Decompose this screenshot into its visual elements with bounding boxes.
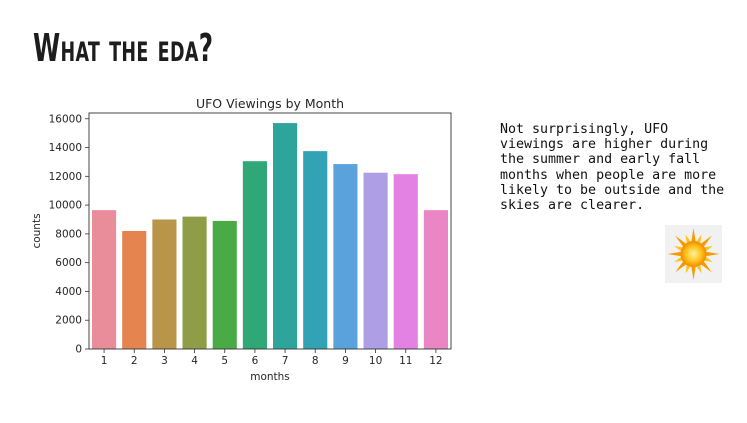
bar-month-6 [242,161,267,349]
x-tick-label: 2 [131,355,138,367]
x-tick-label: 8 [312,355,319,367]
chart-title: UFO Viewings by Month [196,96,344,111]
bar-month-3 [152,219,177,349]
plot-frame [88,112,452,350]
y-axis-label: counts [31,213,43,248]
y-tick-label: 16000 [49,113,82,125]
x-tick-label: 12 [429,355,442,367]
x-tick-label: 5 [221,355,228,367]
x-tick-label: 1 [101,355,108,367]
y-tick-label: 2000 [55,315,82,327]
x-tick-label: 7 [282,355,289,367]
y-tick-label: 0 [75,344,82,356]
bar-month-11 [393,174,418,349]
sun-icon [665,225,722,283]
y-tick-label: 10000 [49,200,82,212]
y-tick-label: 12000 [49,171,82,183]
x-tick-label: 4 [191,355,198,367]
bar-month-7 [273,123,298,349]
x-tick-label: 11 [399,355,412,367]
slide-note: Not surprisingly, UFO viewings are highe… [500,122,725,214]
y-tick-label: 6000 [55,257,82,269]
x-tick-label: 9 [342,355,349,367]
x-axis-label: months [250,371,290,383]
x-tick-label: 3 [161,355,168,367]
bar-month-2 [122,231,147,349]
bar-month-1 [92,210,117,349]
bar-month-8 [303,151,328,349]
slide-title: What the eda? [33,26,214,70]
bar-month-4 [182,216,207,349]
bar-month-10 [363,172,388,349]
y-tick-label: 8000 [55,228,82,240]
x-tick-label: 10 [369,355,382,367]
y-tick-label: 4000 [55,286,82,298]
x-tick-label: 6 [252,355,259,367]
bar-month-12 [423,210,448,349]
bar-month-9 [333,164,358,349]
bar-month-5 [212,220,237,349]
y-tick-label: 14000 [49,142,82,154]
